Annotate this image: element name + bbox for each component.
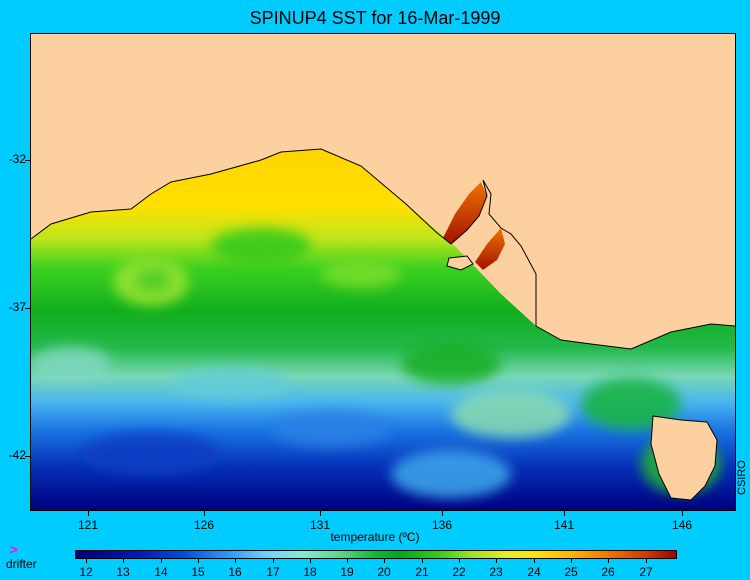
x-tick-mark [320,510,321,516]
colorbar-tick-label: 20 [377,565,391,579]
tasmania [650,415,718,501]
colorbar-tick-mark [198,559,199,563]
colorbar-tick-label: 22 [452,565,466,579]
colorbar-tick-label: 12 [79,565,93,579]
coastline [31,148,735,350]
colorbar-tick-mark [459,559,460,563]
colorbar-title: temperature (ºC) [330,530,420,544]
x-tick-label: 126 [193,518,215,532]
colorbar-tick-mark [571,559,572,563]
colorbar-tick-mark [310,559,311,563]
colorbar-tick-label: 18 [303,565,317,579]
colorbar-tick-label: 21 [415,565,429,579]
x-tick-label: 131 [309,518,331,532]
colorbar-tick-mark [608,559,609,563]
y-tick-label: -42 [8,448,26,462]
y-tick-mark [25,456,31,457]
colorbar-tick-mark [347,559,348,563]
colorbar-tick-mark [273,559,274,563]
colorbar-tick-label: 19 [340,565,354,579]
colorbar-tick-mark [161,559,162,563]
colorbar-tick-label: 16 [228,565,242,579]
temperature-colorbar [75,550,677,559]
sst-map [30,33,736,511]
y-tick-label: -37 [8,300,26,314]
map-title: SPINUP4 SST for 16-Mar-1999 [249,8,501,28]
colorbar-tick-mark [235,559,236,563]
spencer-gulf [443,182,487,244]
colorbar-tick-label: 13 [116,565,130,579]
gulf-st-vincent [475,228,505,270]
colorbar-tick-label: 27 [639,565,653,579]
colorbar-tick-label: 23 [489,565,503,579]
colorbar-tick-label: 14 [154,565,168,579]
colorbar-tick-label: 26 [601,565,615,579]
credit-label: CSIRO [736,460,748,495]
colorbar-tick-label: 24 [527,565,541,579]
colorbar-tick-mark [646,559,647,563]
colorbar-tick-mark [422,559,423,563]
x-tick-label: 121 [77,518,99,532]
x-tick-mark [442,510,443,516]
x-tick-label: 136 [431,518,453,532]
colorbar-tick-label: 25 [564,565,578,579]
colorbar-tick-mark [384,559,385,563]
colorbar-tick-label: 15 [191,565,205,579]
x-tick-label: 141 [553,518,575,532]
x-tick-mark [564,510,565,516]
y-tick-mark [25,160,31,161]
colorbar-tick-mark [86,559,87,563]
kangaroo-island [446,255,474,271]
drifter-marker-icon: > [10,542,18,557]
x-tick-label: 146 [671,518,693,532]
x-tick-mark [88,510,89,516]
colorbar-tick-mark [534,559,535,563]
sst-map-svg [31,148,735,510]
colorbar-tick-label: 17 [266,565,280,579]
colorbar-tick-mark [123,559,124,563]
y-tick-mark [25,308,31,309]
y-tick-label: -32 [8,152,26,166]
x-tick-mark [682,510,683,516]
colorbar-tick-mark [496,559,497,563]
drifter-legend-label: drifter [6,557,37,571]
x-tick-mark [204,510,205,516]
